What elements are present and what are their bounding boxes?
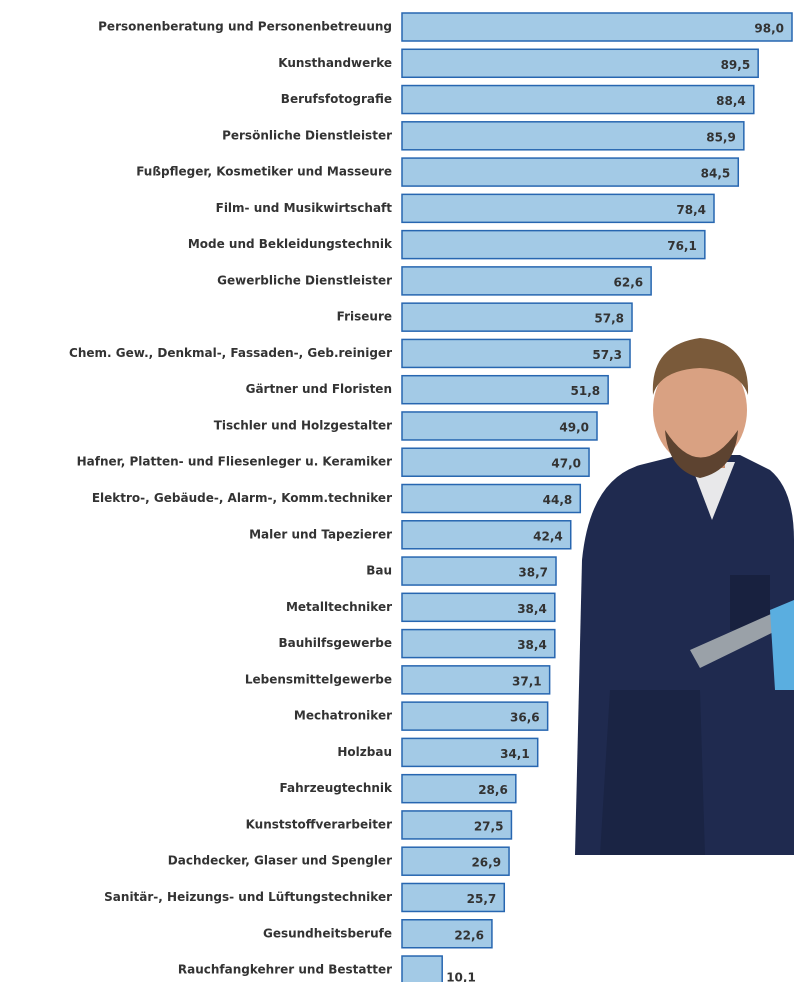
category-label: Sanitär-, Heizungs- und Lüftungstechnike… (104, 890, 392, 904)
category-label: Gesundheitsberufe (263, 926, 392, 940)
value-label: 51,8 (571, 384, 601, 398)
category-label: Kunststoffverarbeiter (246, 817, 393, 831)
category-label: Rauchfangkehrer und Bestatter (178, 963, 392, 977)
category-label: Friseure (337, 310, 392, 324)
category-label: Chem. Gew., Denkmal-, Fassaden-, Geb.rei… (69, 346, 392, 360)
value-label: 89,5 (721, 58, 751, 72)
category-label: Bau (366, 564, 392, 578)
category-label: Elektro-, Gebäude-, Alarm-, Komm.technik… (92, 491, 392, 505)
page: Personenberatung und Personenbetreuung 98… (0, 0, 794, 982)
bar (402, 194, 714, 222)
category-label: Gewerbliche Dienstleister (217, 273, 392, 287)
category-label: Mode und Bekleidungstechnik (188, 237, 393, 251)
category-label: Fahrzeugtechnik (280, 781, 393, 795)
value-label: 49,0 (559, 420, 589, 434)
value-label: 98,0 (754, 22, 784, 36)
value-label: 36,6 (510, 711, 540, 725)
value-label: 10,1 (446, 971, 476, 982)
value-label: 76,1 (667, 239, 697, 253)
bar (402, 49, 758, 77)
category-label: Holzbau (337, 745, 392, 759)
category-label: Kunsthandwerke (278, 56, 392, 70)
value-label: 57,3 (592, 348, 622, 362)
value-label: 44,8 (543, 493, 573, 507)
value-label: 22,6 (454, 928, 484, 942)
value-label: 47,0 (551, 457, 581, 471)
bar (402, 122, 744, 150)
bar (402, 86, 754, 114)
category-label: Berufsfotografie (281, 92, 392, 106)
bar (402, 231, 705, 259)
value-label: 37,1 (512, 674, 542, 688)
value-label: 42,4 (533, 529, 563, 543)
category-label: Lebensmittelgewerbe (245, 672, 392, 686)
value-label: 84,5 (701, 167, 731, 181)
category-label: Tischler und Holzgestalter (214, 418, 392, 432)
value-label: 28,6 (478, 783, 508, 797)
category-label: Gärtner und Floristen (246, 382, 392, 396)
value-label: 25,7 (467, 892, 497, 906)
category-label: Fußpfleger, Kosmetiker und Masseure (136, 165, 392, 179)
value-label: 78,4 (676, 203, 706, 217)
value-label: 62,6 (614, 275, 644, 289)
value-label: 57,8 (594, 312, 624, 326)
bar (402, 13, 792, 41)
value-label: 38,4 (517, 602, 547, 616)
category-label: Persönliche Dienstleister (222, 128, 392, 142)
chart: Personenberatung und Personenbetreuung 98… (0, 0, 794, 982)
value-label: 38,4 (517, 638, 547, 652)
category-label: Maler und Tapezierer (249, 527, 392, 541)
bar (402, 956, 442, 982)
category-label: Hafner, Platten- und Fliesenleger u. Ker… (77, 455, 393, 469)
value-label: 26,9 (471, 856, 501, 870)
category-label: Metalltechniker (286, 600, 392, 614)
value-label: 88,4 (716, 94, 746, 108)
worker-photo (575, 338, 794, 855)
bar (402, 158, 738, 186)
category-label: Personenberatung und Personenbetreuung (98, 20, 392, 34)
category-label: Film- und Musikwirtschaft (216, 201, 393, 215)
value-label: 85,9 (706, 130, 736, 144)
value-label: 38,7 (518, 566, 548, 580)
category-label: Bauhilfsgewerbe (278, 636, 392, 650)
value-label: 34,1 (500, 747, 530, 761)
value-label: 27,5 (474, 819, 504, 833)
category-label: Dachdecker, Glaser und Spengler (168, 854, 392, 868)
category-label: Mechatroniker (294, 709, 392, 723)
